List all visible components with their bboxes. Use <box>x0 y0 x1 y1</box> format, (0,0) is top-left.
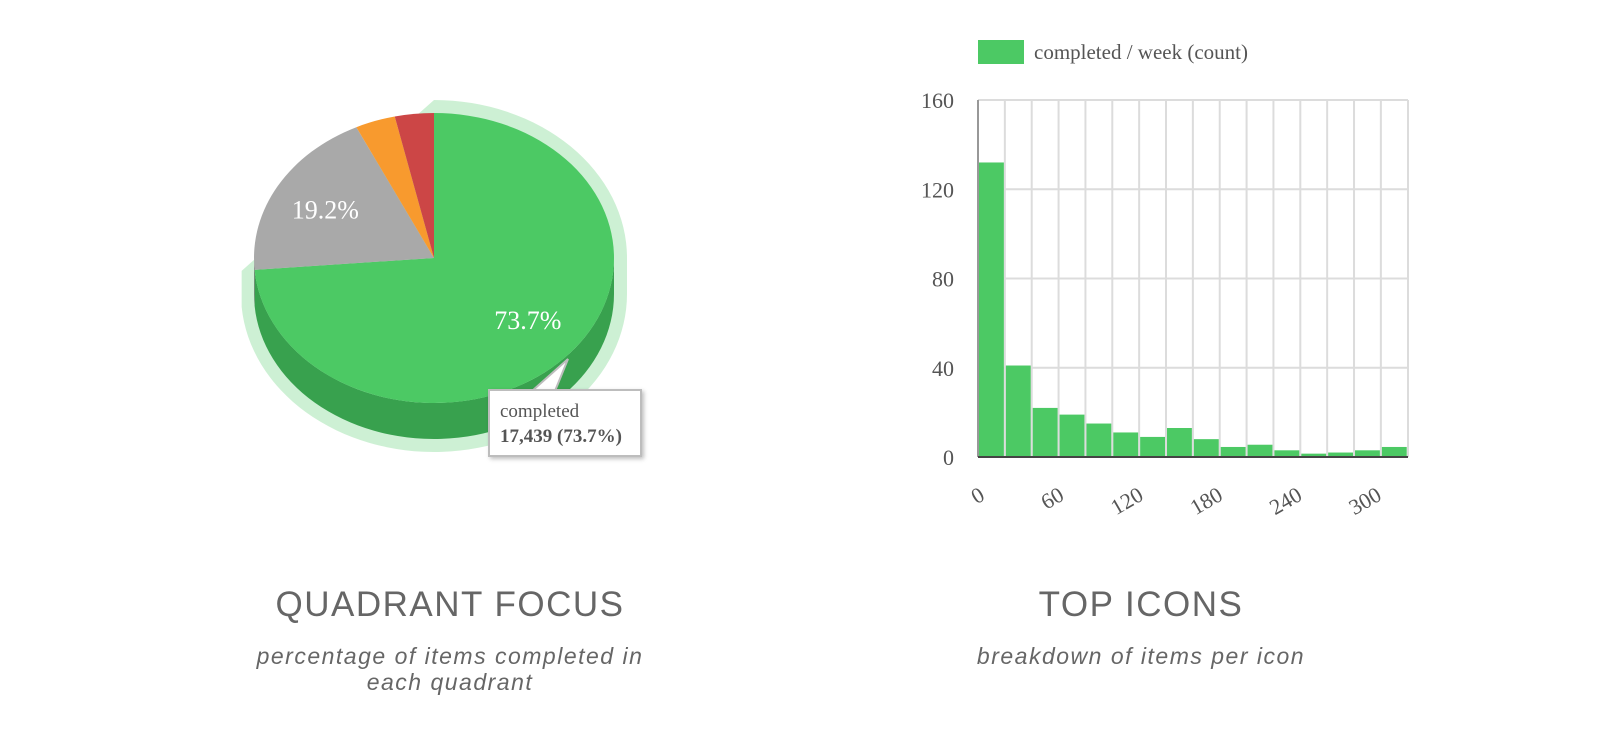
legend-label: completed / week (count) <box>1034 40 1248 64</box>
quadrant-focus-subtitle-line2: each quadrant <box>366 669 534 695</box>
y-tick-label: 120 <box>921 177 954 202</box>
pie-slices: 73.7% 19.2% <box>254 113 614 403</box>
bar-grid <box>977 99 1409 458</box>
quadrant-focus-subtitle: percentage of items completed in each qu… <box>0 643 900 695</box>
y-tick-labels: 0 40 80 120 160 <box>921 88 954 470</box>
bar[interactable] <box>1355 450 1380 457</box>
top-icons-bar-chart: completed / week (count) 0 40 80 120 160 0 60 12… <box>921 40 1409 520</box>
top-icons-subtitle: breakdown of items per icon <box>976 643 1306 669</box>
legend-swatch <box>978 40 1024 64</box>
bar[interactable] <box>1301 453 1327 457</box>
quadrant-pie-chart: 73.7% 19.2% <box>241 100 627 453</box>
top-icons-title: TOP ICONS <box>1038 585 1244 624</box>
bars <box>979 162 1407 457</box>
y-tick-label: 40 <box>932 356 954 381</box>
pie-slice-1[interactable] <box>254 127 434 270</box>
x-tick-label: 0 <box>966 482 988 509</box>
bar[interactable] <box>1005 365 1031 457</box>
bar[interactable] <box>1381 446 1407 457</box>
bar[interactable] <box>1086 423 1112 457</box>
bar[interactable] <box>1032 407 1058 457</box>
tooltip-label: completed <box>500 401 580 422</box>
pie-slice-0[interactable] <box>254 113 614 403</box>
x-tick-labels: 0 60 120 180 240 300 <box>966 482 1385 520</box>
bar[interactable] <box>1274 450 1300 457</box>
x-tick-label: 120 <box>1106 482 1147 520</box>
bar[interactable] <box>979 162 1004 457</box>
bar[interactable] <box>1140 436 1166 457</box>
pie-label-1: 19.2% <box>292 196 359 225</box>
bar[interactable] <box>1328 452 1354 457</box>
quadrant-focus-subtitle-line1: percentage of items completed in <box>256 643 644 669</box>
x-tick-label: 60 <box>1036 482 1068 515</box>
pie-slice-2[interactable] <box>356 116 434 259</box>
y-tick-label: 160 <box>921 88 954 113</box>
x-tick-label: 300 <box>1344 482 1385 520</box>
quadrant-focus-panel: 73.7% 19.2% completed 17,439 (73.7%) QUAD… <box>0 100 900 695</box>
pie-slice-side-1 <box>254 258 255 306</box>
pie-label-0: 73.7% <box>494 306 561 335</box>
top-icons-panel: completed / week (count) 0 40 80 120 160 0 60 12… <box>900 0 1612 738</box>
quadrant-focus-title: QUADRANT FOCUS <box>275 585 625 624</box>
bar[interactable] <box>1220 446 1246 457</box>
tooltip-value: 17,439 (73.7%) <box>500 426 622 447</box>
y-tick-label: 0 <box>943 445 954 470</box>
pie-tooltip: completed 17,439 (73.7%) <box>488 389 642 457</box>
bar[interactable] <box>1113 432 1139 457</box>
bar-legend: completed / week (count) <box>978 40 1248 64</box>
bar[interactable] <box>1193 439 1219 457</box>
pie-slice-3[interactable] <box>394 113 434 258</box>
x-tick-label: 240 <box>1265 482 1306 520</box>
bar[interactable] <box>1247 444 1273 457</box>
y-tick-label: 80 <box>932 267 954 292</box>
bar[interactable] <box>1059 414 1085 457</box>
x-tick-label: 180 <box>1186 482 1227 520</box>
bar[interactable] <box>1167 427 1192 457</box>
